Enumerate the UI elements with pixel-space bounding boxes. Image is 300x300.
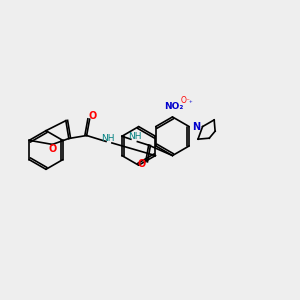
Text: ⁺: ⁺ bbox=[189, 101, 193, 107]
Text: O: O bbox=[48, 144, 57, 154]
Text: NH: NH bbox=[128, 132, 141, 141]
Text: O: O bbox=[88, 111, 97, 121]
Text: NO₂: NO₂ bbox=[164, 102, 184, 111]
Text: O⁻: O⁻ bbox=[181, 96, 191, 105]
Text: N: N bbox=[193, 122, 201, 132]
Text: NH: NH bbox=[101, 134, 114, 143]
Text: O: O bbox=[137, 160, 146, 170]
